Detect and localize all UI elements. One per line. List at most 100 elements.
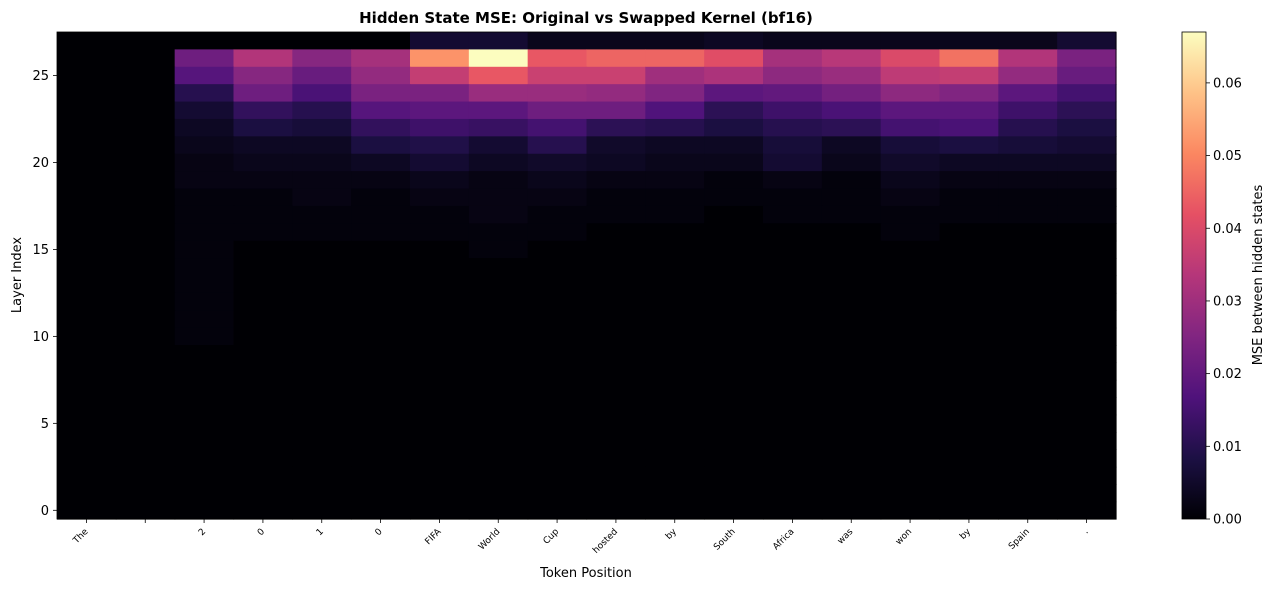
- heatmap-cell: [998, 223, 1058, 242]
- heatmap-cell: [821, 484, 882, 503]
- heatmap-cell: [292, 345, 352, 364]
- heatmap-cell: [351, 275, 411, 294]
- heatmap-cell: [763, 223, 823, 242]
- heatmap-cell: [468, 49, 529, 68]
- heatmap-cell: [645, 501, 705, 520]
- heatmap-cell: [57, 345, 117, 364]
- heatmap-cell: [763, 32, 823, 50]
- heatmap-cell: [351, 310, 411, 329]
- heatmap-cell: [645, 188, 705, 207]
- heatmap-cell: [292, 223, 352, 242]
- heatmap-cell: [233, 484, 293, 503]
- heatmap-cell: [586, 327, 646, 346]
- heatmap-cell: [468, 84, 529, 103]
- heatmap-cell: [174, 275, 235, 294]
- heatmap-cell: [880, 205, 941, 224]
- heatmap-cell: [586, 240, 646, 259]
- heatmap-cell: [57, 414, 117, 433]
- heatmap-cell: [704, 345, 764, 364]
- heatmap-cell: [410, 153, 470, 172]
- heatmap-cell: [939, 136, 999, 155]
- y-axis-label: Layer Index: [10, 237, 25, 313]
- heatmap-cell: [468, 292, 529, 311]
- heatmap-cell: [763, 275, 823, 294]
- heatmap-cell: [645, 432, 705, 451]
- heatmap-cell: [174, 345, 235, 364]
- heatmap-cell: [586, 432, 646, 451]
- heatmap-cell: [351, 84, 411, 103]
- heatmap-cell: [292, 118, 352, 137]
- heatmap-cell: [645, 484, 705, 503]
- heatmap-cell: [351, 379, 411, 398]
- heatmap-cell: [468, 136, 529, 155]
- heatmap-cell: [998, 362, 1058, 381]
- heatmap-cell: [821, 101, 882, 120]
- heatmap-cell: [174, 292, 235, 311]
- heatmap-cell: [821, 345, 882, 364]
- heatmap-cell: [880, 501, 941, 520]
- heatmap-cell: [763, 101, 823, 120]
- heatmap-cell: [704, 32, 764, 50]
- heatmap-cell: [1057, 136, 1117, 155]
- heatmap-cell: [1057, 258, 1117, 277]
- heatmap-cell: [233, 501, 293, 520]
- heatmap-cell: [880, 171, 941, 190]
- heatmap-cell: [1057, 205, 1117, 224]
- heatmap-cell: [410, 310, 470, 329]
- heatmap-cell: [57, 188, 117, 207]
- heatmap-cell: [704, 432, 764, 451]
- heatmap-cell: [233, 118, 293, 137]
- heatmap-cell: [233, 32, 293, 50]
- heatmap-cell: [704, 466, 764, 485]
- heatmap-cell: [998, 101, 1058, 120]
- heatmap-cell: [57, 449, 117, 468]
- heatmap-cell: [939, 379, 999, 398]
- colorbar-tick-label: 0.02: [1213, 367, 1242, 382]
- heatmap-cell: [527, 32, 588, 50]
- heatmap-cell: [174, 153, 235, 172]
- heatmap-cell: [292, 171, 352, 190]
- heatmap-cell: [645, 258, 705, 277]
- heatmap-cell: [410, 136, 470, 155]
- heatmap-cell: [704, 205, 764, 224]
- x-tick-label: 0: [374, 527, 385, 538]
- heatmap-cell: [586, 379, 646, 398]
- heatmap-cell: [645, 449, 705, 468]
- heatmap-cell: [1057, 449, 1117, 468]
- heatmap-cell: [57, 397, 117, 416]
- heatmap-cell: [174, 66, 235, 85]
- heatmap-cell: [821, 205, 882, 224]
- heatmap-cell: [939, 240, 999, 259]
- heatmap-cell: [880, 310, 941, 329]
- heatmap-cell: [468, 188, 529, 207]
- heatmap-cell: [821, 310, 882, 329]
- heatmap-cell: [292, 205, 352, 224]
- heatmap-cell: [880, 223, 941, 242]
- heatmap-cell: [821, 449, 882, 468]
- heatmap-cell: [586, 397, 646, 416]
- x-tick-label: South: [712, 527, 738, 553]
- heatmap-cell: [1057, 49, 1117, 68]
- heatmap-cell: [998, 310, 1058, 329]
- heatmap-cell: [704, 258, 764, 277]
- y-tick-label: 5: [41, 417, 49, 432]
- heatmap-cell: [821, 379, 882, 398]
- heatmap-cell: [292, 484, 352, 503]
- heatmap-cell: [292, 310, 352, 329]
- x-tick-label: 1: [315, 527, 326, 538]
- heatmap-cell: [115, 414, 176, 433]
- heatmap-cell: [763, 84, 823, 103]
- heatmap-cell: [998, 501, 1058, 520]
- heatmap-cell: [174, 362, 235, 381]
- heatmap-cell: [410, 101, 470, 120]
- heatmap-cell: [645, 153, 705, 172]
- heatmap-cell: [527, 223, 588, 242]
- heatmap-cell: [763, 501, 823, 520]
- heatmap-cell: [115, 32, 176, 50]
- heatmap-cell: [174, 223, 235, 242]
- colorbar-axis: 0.00 0.01 0.02 0.03 0.04 0.05 0.06: [1206, 76, 1242, 528]
- y-tick-label: 15: [32, 243, 49, 258]
- heatmap-cell: [115, 136, 176, 155]
- heatmap-cell: [351, 153, 411, 172]
- heatmap-cell: [763, 292, 823, 311]
